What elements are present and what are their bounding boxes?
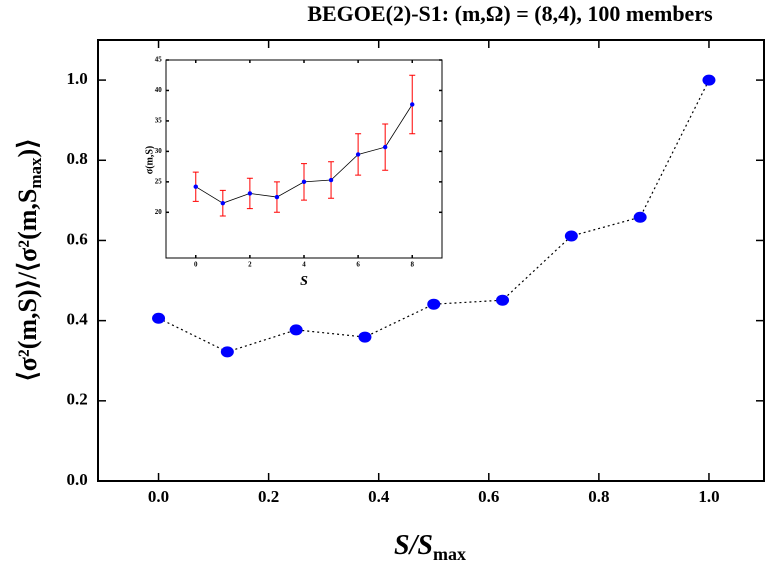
data-point — [301, 179, 307, 185]
x-tick-label: 8 — [410, 261, 414, 269]
y-tick-label: 20 — [155, 208, 163, 216]
data-point — [702, 74, 716, 86]
data-point — [564, 230, 578, 242]
y-label-main: ⟨σ²(m,S)⟩/⟨σ²(m,S — [13, 189, 42, 382]
x-tick-label: 2 — [248, 261, 252, 269]
x-tick-label: 0 — [194, 261, 198, 269]
data-point — [328, 177, 334, 183]
chart-title: BEGOE(2)-S1: (m,Ω) = (8,4), 100 members — [307, 1, 713, 26]
y-tick-label: 1.0 — [67, 69, 88, 88]
data-point — [427, 298, 441, 310]
data-point — [247, 191, 253, 196]
x-label-sub: max — [433, 544, 466, 564]
data-point — [220, 200, 226, 206]
x-tick-label: 0.0 — [148, 487, 169, 506]
y-label-end: )⟩ — [13, 139, 42, 158]
x-tick-label: 0.8 — [588, 487, 609, 506]
y-label-sub: max — [26, 157, 45, 189]
data-point — [289, 324, 303, 336]
data-point — [220, 346, 234, 358]
y-tick-label: 0.6 — [67, 229, 88, 248]
x-tick-label: 0.4 — [368, 487, 390, 506]
y-tick-label: 0.8 — [67, 149, 88, 168]
y-tick-label: 35 — [155, 117, 163, 125]
plot-frame — [165, 59, 443, 259]
y-tick-label: 30 — [155, 147, 163, 155]
data-point — [633, 211, 647, 223]
y-tick-label: 0.0 — [67, 470, 88, 489]
data-point — [358, 331, 372, 343]
x-tick-label: 6 — [356, 261, 360, 269]
x-tick-label: 0.6 — [478, 487, 499, 506]
x-tick-label: 1.0 — [698, 487, 719, 506]
y-tick-label: 45 — [155, 56, 163, 64]
x-tick-label: 0.2 — [258, 487, 279, 506]
y-tick-label: 25 — [155, 177, 163, 185]
data-point — [496, 294, 510, 306]
data-point — [152, 312, 166, 324]
x-tick-label: 4 — [302, 261, 306, 269]
y-axis-label: ⟨σ²(m,S)⟩/⟨σ²(m,Smax)⟩ — [13, 139, 45, 382]
inset-y-label: σ(m,S) — [144, 146, 155, 175]
y-tick-label: 0.2 — [67, 390, 88, 409]
x-label-main: S/S — [394, 530, 433, 561]
inset-x-label: S — [300, 274, 308, 289]
data-point — [193, 184, 198, 189]
data-point — [274, 194, 280, 200]
y-tick-label: 0.4 — [67, 310, 89, 329]
data-point — [355, 152, 361, 157]
data-point — [382, 144, 388, 150]
y-tick-label: 40 — [155, 86, 163, 94]
data-point — [410, 102, 415, 107]
x-axis-label: S/Smax — [394, 530, 466, 564]
series-line — [158, 79, 710, 353]
